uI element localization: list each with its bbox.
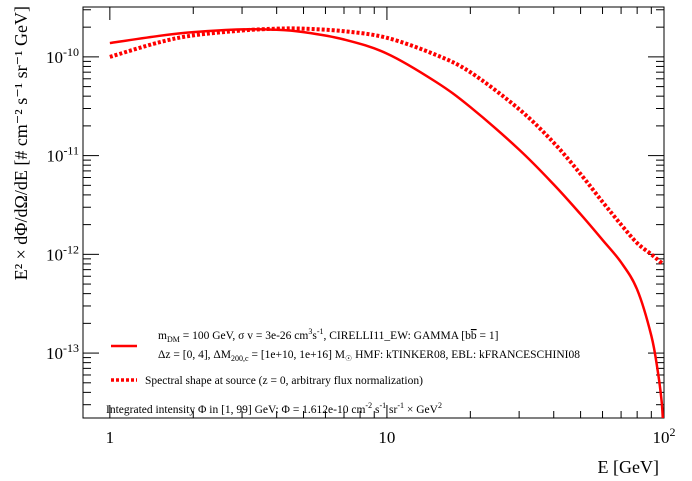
series-line-solid	[109, 27, 664, 418]
x-axis-title: E [GeV]	[598, 457, 659, 477]
legend-line-3: Spectral shape at source (z = 0, arbitra…	[145, 375, 423, 387]
y-tick-label: 10-12	[46, 242, 79, 264]
legend-line-4: Integrated intensity Φ in [1, 99] GeV: Φ…	[106, 401, 442, 416]
y-tick-label: 10-11	[46, 144, 79, 166]
series-layer	[109, 26, 664, 418]
legend-line-1: mDM = 100 GeV, σ v = 3e-26 cm3s-1, CIREL…	[158, 327, 498, 344]
y-tick-label: 10-10	[46, 45, 79, 67]
x-tick-label: 10	[378, 428, 395, 447]
legend: mDM = 100 GeV, σ v = 3e-26 cm3s-1, CIREL…	[106, 327, 580, 416]
series-line-dotted	[109, 26, 664, 266]
x-tick-label: 102	[653, 425, 676, 447]
plot-frame	[82, 6, 665, 419]
y-tick-label: 10-13	[46, 341, 79, 363]
legend-line-2: Δz = [0, 4], ΔM200,c = [1e+10, 1e+16] M☉…	[158, 349, 580, 363]
y-axis-tick-labels: 10-13 10-12 10-11 10-10	[46, 45, 79, 363]
y-axis-title: E² × dΦ/dΩ/dE [# cm⁻² s⁻¹ sr⁻¹ GeV]	[11, 6, 31, 280]
x-axis-tick-labels: 1 10 102	[106, 425, 676, 447]
x-tick-label: 1	[106, 428, 115, 447]
y-axis-ticks	[83, 9, 664, 406]
x-axis-ticks	[109, 7, 665, 418]
